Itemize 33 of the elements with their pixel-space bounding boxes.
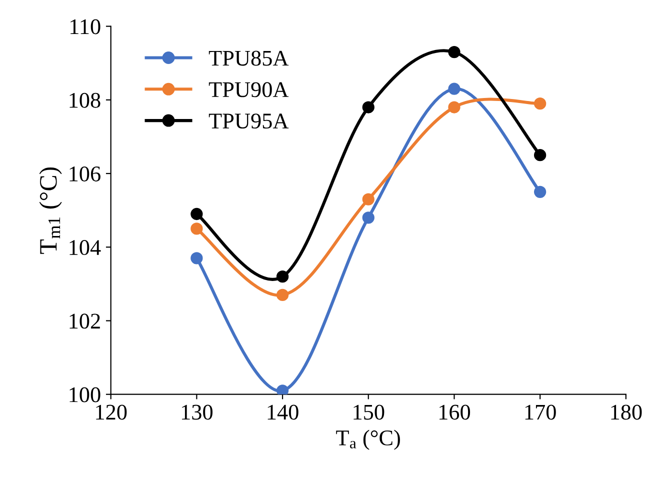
- point: [190, 208, 203, 220]
- x-tick-label: 150: [354, 404, 384, 420]
- point: [276, 270, 289, 283]
- y-axis-title: T$_{m1}$ (°C): [39, 167, 62, 254]
- y-tick-label: 110: [70, 19, 100, 34]
- y-tick-label: 104: [70, 240, 101, 256]
- point: [362, 193, 374, 206]
- y-tick-label: 102: [70, 314, 100, 329]
- x-tick-label: 170: [525, 404, 556, 420]
- point: [362, 212, 374, 224]
- point: [190, 222, 203, 235]
- x-tick-label: 140: [268, 404, 298, 420]
- point: [448, 101, 460, 114]
- y-tick-label: 108: [70, 92, 100, 108]
- point: [448, 82, 460, 95]
- legend-label: TPU90A: [208, 82, 289, 98]
- x-tick-label: 160: [440, 404, 470, 420]
- x-tick-label: 130: [182, 404, 213, 420]
- x-tick-label: 120: [96, 404, 127, 420]
- y-tick-label: 106: [70, 166, 100, 182]
- legend-label: TPU85A: [208, 50, 289, 66]
- point: [276, 384, 289, 394]
- point: [448, 46, 460, 58]
- point: [190, 252, 203, 264]
- point: [534, 149, 546, 162]
- y-tick-label: 100: [70, 387, 100, 402]
- point: [534, 98, 546, 110]
- point: [276, 288, 289, 302]
- x-tick-label: 180: [611, 404, 642, 420]
- x-axis-title: T$_{a}$ (°C): [336, 430, 400, 450]
- legend-label: TPU95A: [208, 114, 289, 129]
- point: [534, 186, 546, 198]
- point: [362, 101, 374, 114]
